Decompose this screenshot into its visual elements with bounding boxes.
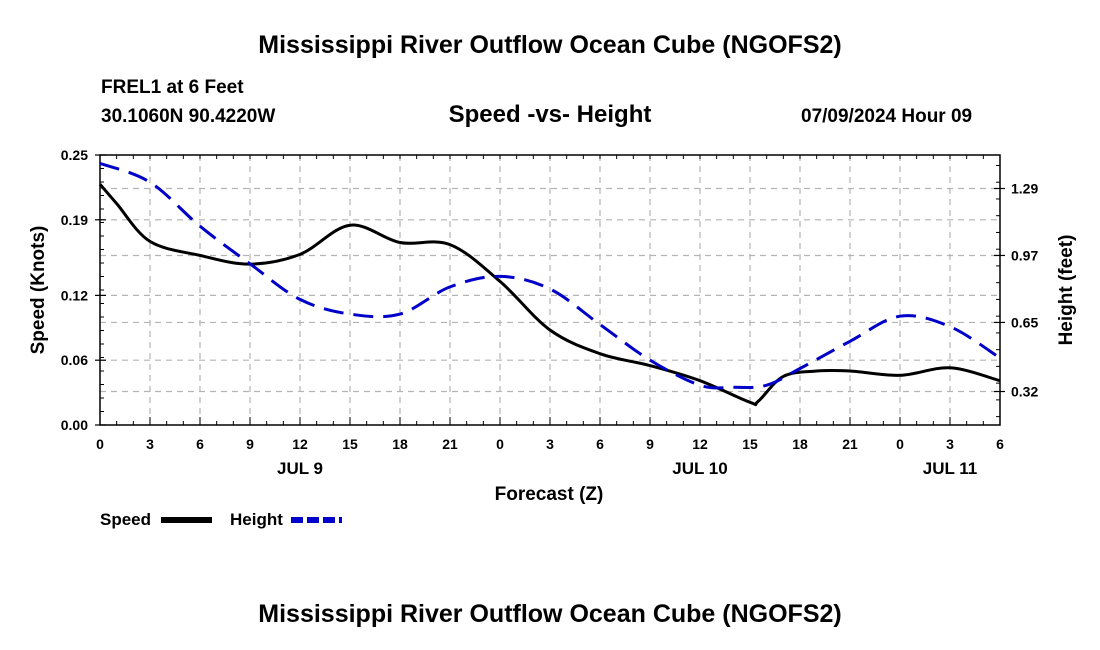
x-tick-label: 3 <box>946 436 954 452</box>
y-tick-label: 0.12 <box>61 287 88 303</box>
y-axis-title: Speed (Knots) <box>28 226 49 355</box>
x-date-label: JUL 10 <box>672 459 727 478</box>
x-tick-label: 15 <box>742 436 758 452</box>
x-tick-label: 15 <box>342 436 358 452</box>
x-tick-label: 6 <box>196 436 204 452</box>
y-tick-label: 0.25 <box>61 147 88 163</box>
legend-label-speed: Speed <box>100 510 151 529</box>
series-line-height <box>99 161 1001 390</box>
y2-tick-label: 0.32 <box>1011 384 1038 400</box>
y2-tick-label: 0.97 <box>1011 247 1038 263</box>
x-tick-label: 9 <box>646 436 654 452</box>
x-tick-label: 18 <box>792 436 808 452</box>
x-tick-label: 0 <box>96 436 104 452</box>
x-tick-label: 3 <box>146 436 154 452</box>
y-tick-label: 0.06 <box>61 352 88 368</box>
x-tick-label: 9 <box>246 436 254 452</box>
y-tick-label: 0.00 <box>61 417 88 433</box>
series-line-speed <box>98 183 1001 407</box>
x-tick-label: 6 <box>996 436 1004 452</box>
x-tick-label: 21 <box>842 436 858 452</box>
station-label: FREL1 at 6 Feet <box>101 77 244 98</box>
x-tick-label: 21 <box>442 436 458 452</box>
legend-label-height: Height <box>230 510 283 529</box>
chart-title: Speed -vs- Height <box>448 101 652 128</box>
y2-axis-title: Height (feet) <box>1056 235 1077 346</box>
y2-tick-label: 1.29 <box>1011 180 1038 196</box>
x-tick-label: 6 <box>596 436 604 452</box>
x-tick-label: 12 <box>292 436 308 452</box>
x-tick-label: 0 <box>896 436 904 452</box>
y2-tick-label: 0.65 <box>1011 314 1038 330</box>
x-tick-label: 12 <box>692 436 708 452</box>
x-date-label: JUL 9 <box>277 459 323 478</box>
x-tick-label: 3 <box>546 436 554 452</box>
date-stamp: 07/09/2024 Hour 09 <box>801 106 973 127</box>
x-date-label: JUL 11 <box>923 459 978 478</box>
coords-label: 30.1060N 90.4220W <box>101 106 276 127</box>
top-title: Mississippi River Outflow Ocean Cube (NG… <box>258 31 842 59</box>
bottom-title: Mississippi River Outflow Ocean Cube (NG… <box>258 600 842 628</box>
x-tick-label: 18 <box>392 436 408 452</box>
x-tick-label: 0 <box>496 436 504 452</box>
x-axis-title: Forecast (Z) <box>495 484 604 505</box>
y-tick-label: 0.19 <box>61 212 88 228</box>
